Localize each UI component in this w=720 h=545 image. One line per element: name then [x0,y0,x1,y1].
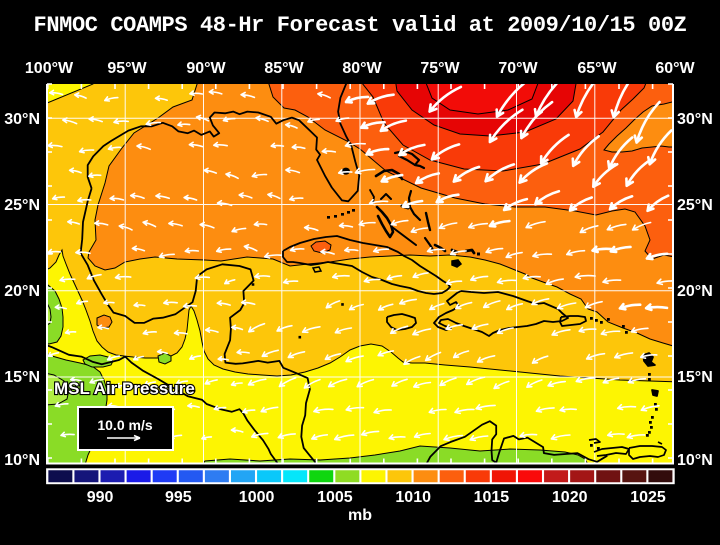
svg-text:1000: 1000 [239,489,275,506]
svg-text:10.0 m/s: 10.0 m/s [97,417,152,433]
svg-text:MSL Air Pressure: MSL Air Pressure [54,379,195,398]
svg-text:95°W: 95°W [107,60,147,77]
svg-text:60°W: 60°W [655,60,695,77]
svg-text:70°W: 70°W [498,60,538,77]
svg-text:75°W: 75°W [420,60,460,77]
svg-text:1015: 1015 [474,489,510,506]
svg-text:80°W: 80°W [342,60,382,77]
svg-text:65°W: 65°W [577,60,617,77]
svg-text:10°N: 10°N [4,452,40,469]
svg-text:25°N: 25°N [4,197,40,214]
svg-text:25°N: 25°N [677,197,713,214]
svg-text:FNMOC COAMPS 48-Hr Forecast va: FNMOC COAMPS 48-Hr Forecast valid at 200… [34,13,687,38]
svg-text:10°N: 10°N [677,452,713,469]
svg-text:1005: 1005 [317,489,353,506]
svg-text:1025: 1025 [630,489,666,506]
svg-text:1010: 1010 [395,489,431,506]
svg-text:1020: 1020 [552,489,588,506]
svg-text:20°N: 20°N [677,283,713,300]
svg-text:30°N: 30°N [4,111,40,128]
svg-text:995: 995 [165,489,192,506]
svg-text:30°N: 30°N [677,111,713,128]
svg-text:mb: mb [348,507,372,524]
svg-text:15°N: 15°N [677,369,713,386]
svg-text:90°W: 90°W [186,60,226,77]
svg-text:85°W: 85°W [264,60,304,77]
svg-text:15°N: 15°N [4,369,40,386]
svg-text:100°W: 100°W [25,60,74,77]
svg-text:20°N: 20°N [4,283,40,300]
svg-text:990: 990 [87,489,114,506]
